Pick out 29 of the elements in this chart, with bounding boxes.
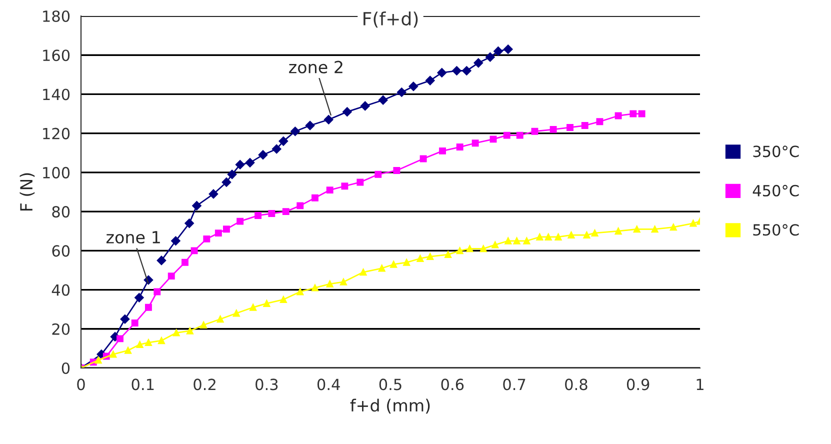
chart-title: F(f+d) xyxy=(364,12,418,28)
x-tick-label: 0.5 xyxy=(379,378,402,390)
y-tick-label: 40 xyxy=(52,284,70,296)
x-tick-label: 1 xyxy=(696,378,704,390)
x-tick-label: 0 xyxy=(77,378,85,390)
x-tick-label: 0.3 xyxy=(256,378,278,390)
y-tick-label: 180 xyxy=(43,10,70,22)
x-tick-label: 0.9 xyxy=(626,378,650,390)
y-axis-title: F (N) xyxy=(20,173,35,211)
x-tick-label: 0.8 xyxy=(565,378,588,390)
annotation: zone 2 xyxy=(289,60,342,74)
x-tick-label: 0.4 xyxy=(317,378,340,390)
legend-label: 450°C xyxy=(752,184,799,196)
y-tick-label: 160 xyxy=(43,50,70,62)
x-tick-label: 0.2 xyxy=(194,378,216,390)
annotation: zone 1 xyxy=(106,231,160,244)
legend-label: 550°C xyxy=(753,224,799,236)
legend-label: 350°C xyxy=(753,146,799,158)
y-tick-label: 140 xyxy=(43,88,70,100)
y-tick-label: 0 xyxy=(62,362,70,374)
y-tick-label: 100 xyxy=(43,166,70,178)
y-tick-label: 80 xyxy=(52,206,70,218)
y-tick-label: 20 xyxy=(52,323,70,335)
x-tick-label: 0.1 xyxy=(132,378,154,390)
x-tick-label: 0.6 xyxy=(441,378,464,390)
x-tick-label: 0.7 xyxy=(503,378,526,390)
x-axis-title: f+d (mm) xyxy=(350,398,430,414)
y-tick-label: 120 xyxy=(43,128,70,140)
y-tick-label: 60 xyxy=(52,245,70,257)
